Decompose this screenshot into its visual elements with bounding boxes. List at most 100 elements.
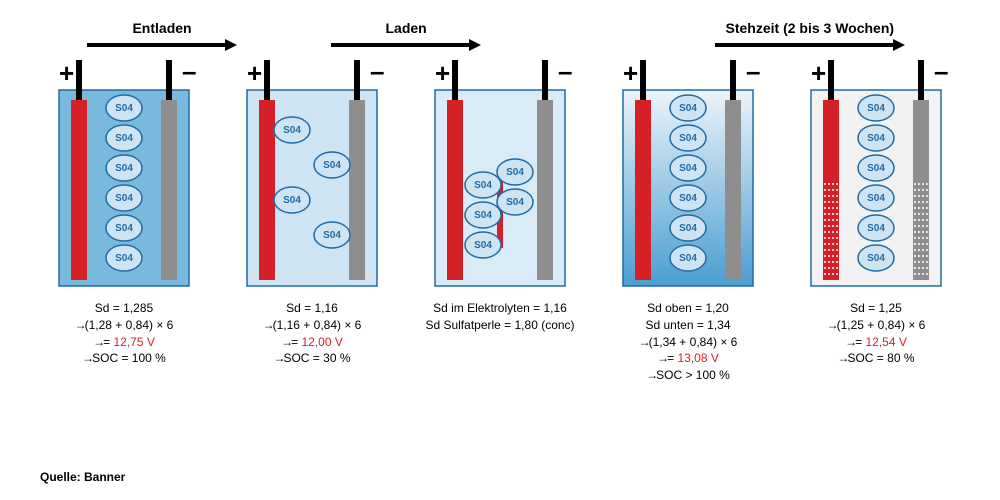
cell-caption: Sd = 1,285→(1,28 + 0,84) × 6→= 12,75 V→S… [75,300,174,367]
svg-text:S04: S04 [474,210,492,221]
svg-text:S04: S04 [867,223,885,234]
so4-particle: S04 [106,215,142,241]
arrow-stehzeit: Stehzeit (2 bis 3 Wochen) [660,20,960,52]
cells-row: + – S04 S04 S04 S04 S04 S04 Sd = 1,285→(… [40,60,960,384]
negative-plate [161,100,177,280]
svg-text:S04: S04 [679,103,697,114]
arrow-icon [331,38,481,52]
so4-particle: S04 [497,189,533,215]
svg-text:S04: S04 [867,193,885,204]
positive-plate [447,100,463,280]
positive-plate [635,100,651,280]
so4-particle: S04 [465,172,501,198]
neg-terminal [542,60,548,102]
negative-plate [725,100,741,280]
minus-symbol: – [746,60,760,86]
svg-text:S04: S04 [474,240,492,251]
so4-particle: S04 [314,222,350,248]
svg-text:S04: S04 [867,133,885,144]
minus-symbol: – [370,60,384,86]
so4-particle: S04 [858,95,894,121]
so4-particle: S04 [670,155,706,181]
so4-particle: S04 [106,245,142,271]
so4-particle: S04 [858,245,894,271]
pos-terminal [452,60,458,102]
cell-caption: Sd = 1,25→(1,25 + 0,84) × 6→= 12,54 V→SO… [827,300,926,367]
so4-particle: S04 [670,215,706,241]
arrow-spacer [528,20,659,52]
cell-caption: Sd = 1,16→(1,16 + 0,84) × 6→= 12,00 V→SO… [263,300,362,367]
cell-column-c3: + – S04 S04 S04 S04 S04 Sd im Elektrolyt… [416,60,584,384]
neg-terminal [166,60,172,102]
so4-particle: S04 [106,155,142,181]
so4-particle: S04 [465,232,501,258]
svg-text:S04: S04 [679,223,697,234]
svg-text:S04: S04 [506,197,524,208]
cell-column-c5: + – S04 S04 S04 S04 S04 S04 Sd = 1,25→(1… [792,60,960,384]
pos-terminal [264,60,270,102]
svg-text:S04: S04 [323,230,341,241]
so4-particle: S04 [497,159,533,185]
arrow-row: Entladen Laden Stehzeit (2 bis 3 Wochen) [40,20,960,52]
battery-cell: + – S04 S04 S04 S04 S04 S04 [49,60,199,290]
svg-text:S04: S04 [283,195,301,206]
pos-terminal [640,60,646,102]
svg-text:S04: S04 [867,253,885,264]
negative-plate [349,100,365,280]
svg-text:S04: S04 [679,163,697,174]
cell-column-c4: + – S04 S04 S04 S04 S04 S04 Sd oben = 1,… [604,60,772,384]
so4-particle: S04 [670,185,706,211]
plus-symbol: + [247,60,262,88]
so4-particle: S04 [274,117,310,143]
pos-terminal [828,60,834,102]
battery-cell: + – S04 S04 S04 S04 S04 S04 [801,60,951,290]
positive-plate [71,100,87,280]
pos-terminal [76,60,82,102]
arrow-laden: Laden [284,20,528,52]
svg-text:S04: S04 [474,180,492,191]
svg-text:S04: S04 [115,103,133,114]
arrow-icon [715,38,905,52]
plus-symbol: + [59,60,74,88]
svg-text:S04: S04 [115,223,133,234]
negative-plate [537,100,553,280]
svg-text:S04: S04 [506,167,524,178]
so4-particle: S04 [106,95,142,121]
svg-text:S04: S04 [679,193,697,204]
neg-terminal [730,60,736,102]
svg-text:S04: S04 [283,125,301,136]
cell-column-c2: + – S04 S04 S04 S04 Sd = 1,16→(1,16 + 0,… [228,60,396,384]
svg-text:S04: S04 [115,163,133,174]
arrow-entladen: Entladen [40,20,284,52]
minus-symbol: – [558,60,572,86]
battery-cell: + – S04 S04 S04 S04 S04 S04 [613,60,763,290]
minus-symbol: – [934,60,948,86]
diagram-root: Entladen Laden Stehzeit (2 bis 3 Wochen) [0,0,1000,500]
neg-terminal [354,60,360,102]
arrow-label-stehzeit: Stehzeit (2 bis 3 Wochen) [660,20,960,36]
plus-symbol: + [811,60,826,88]
battery-cell: + – S04 S04 S04 S04 [237,60,387,290]
svg-text:S04: S04 [867,103,885,114]
so4-particle: S04 [858,125,894,151]
positive-plate [259,100,275,280]
so4-particle: S04 [465,202,501,228]
battery-cell: + – S04 S04 S04 S04 S04 [425,60,575,290]
so4-particle: S04 [670,245,706,271]
cell-caption: Sd im Elektrolyten = 1,16Sd Sulfatperle … [425,300,574,334]
arrow-label-entladen: Entladen [40,20,284,36]
so4-particle: S04 [106,125,142,151]
neg-terminal [918,60,924,102]
svg-text:S04: S04 [323,160,341,171]
arrow-icon [87,38,237,52]
cell-column-c1: + – S04 S04 S04 S04 S04 S04 Sd = 1,285→(… [40,60,208,384]
plus-symbol: + [435,60,450,88]
source-note: Quelle: Banner [40,470,125,484]
minus-symbol: – [182,60,196,86]
plus-symbol: + [623,60,638,88]
so4-particle: S04 [670,95,706,121]
so4-particle: S04 [274,187,310,213]
svg-text:S04: S04 [115,133,133,144]
so4-particle: S04 [670,125,706,151]
svg-text:S04: S04 [679,253,697,264]
